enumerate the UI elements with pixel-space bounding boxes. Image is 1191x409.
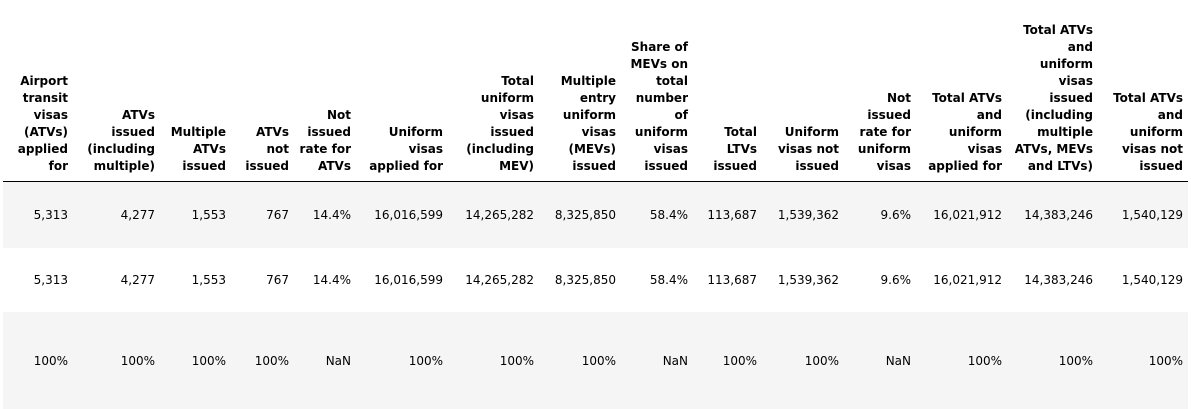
table-cell: 100% bbox=[1007, 312, 1098, 409]
table-cell: 100% bbox=[916, 312, 1007, 409]
column-header: Total uniform visas issued (including ME… bbox=[448, 0, 539, 182]
table-cell: 14,265,282 bbox=[448, 181, 539, 248]
table-cell: 16,016,599 bbox=[356, 248, 448, 312]
table-cell: 9.6% bbox=[844, 248, 916, 312]
header-row: Airport transit visas (ATVs) applied for… bbox=[3, 0, 1188, 182]
table-cell: 1,540,129 bbox=[1098, 248, 1188, 312]
table-cell: 14.4% bbox=[294, 181, 356, 248]
table-cell: 1,539,362 bbox=[762, 248, 844, 312]
table-cell: 5,313 bbox=[3, 181, 73, 248]
table-cell: 5,313 bbox=[3, 248, 73, 312]
table-row: 5,313 4,277 1,553 767 14.4% 16,016,599 1… bbox=[3, 181, 1188, 248]
table-cell: 1,539,362 bbox=[762, 181, 844, 248]
table-cell: 58.4% bbox=[621, 248, 693, 312]
table-cell: 100% bbox=[448, 312, 539, 409]
table-cell: 14,383,246 bbox=[1007, 181, 1098, 248]
table-cell: 8,325,850 bbox=[539, 181, 621, 248]
data-table: Airport transit visas (ATVs) applied for… bbox=[3, 0, 1188, 409]
table-cell: 16,016,599 bbox=[356, 181, 448, 248]
column-header: Multiple ATVs issued bbox=[160, 0, 231, 182]
column-header: Total LTVs issued bbox=[693, 0, 762, 182]
table-cell: 767 bbox=[231, 181, 294, 248]
table-cell: 100% bbox=[762, 312, 844, 409]
table-cell: 1,540,129 bbox=[1098, 181, 1188, 248]
column-header: ATVs not issued bbox=[231, 0, 294, 182]
table-cell: 100% bbox=[3, 312, 73, 409]
table-cell: 100% bbox=[160, 312, 231, 409]
table-cell: 1,553 bbox=[160, 248, 231, 312]
column-header: Total ATVs and uniform visas applied for bbox=[916, 0, 1007, 182]
table-cell: 113,687 bbox=[693, 181, 762, 248]
column-header: Not issued rate for uniform visas bbox=[844, 0, 916, 182]
table-cell: 14,383,246 bbox=[1007, 248, 1098, 312]
table-cell: 9.6% bbox=[844, 181, 916, 248]
table-cell: 100% bbox=[356, 312, 448, 409]
table-cell: NaN bbox=[294, 312, 356, 409]
table-cell: 100% bbox=[231, 312, 294, 409]
table-row: 5,313 4,277 1,553 767 14.4% 16,016,599 1… bbox=[3, 248, 1188, 312]
table-cell: 100% bbox=[693, 312, 762, 409]
table-cell: 4,277 bbox=[73, 248, 160, 312]
table-cell: 58.4% bbox=[621, 181, 693, 248]
column-header: Uniform visas not issued bbox=[762, 0, 844, 182]
column-header: Total ATVs and uniform visas issued (inc… bbox=[1007, 0, 1098, 182]
table-cell: 14.4% bbox=[294, 248, 356, 312]
table-cell: 8,325,850 bbox=[539, 248, 621, 312]
table-cell: 16,021,912 bbox=[916, 181, 1007, 248]
table-cell: 14,265,282 bbox=[448, 248, 539, 312]
table-cell: 1,553 bbox=[160, 181, 231, 248]
table-cell: 100% bbox=[1098, 312, 1188, 409]
table-cell: 100% bbox=[539, 312, 621, 409]
column-header: ATVs issued (including multiple) bbox=[73, 0, 160, 182]
table-cell: NaN bbox=[844, 312, 916, 409]
table-cell: 4,277 bbox=[73, 181, 160, 248]
column-header: Share of MEVs on total number of uniform… bbox=[621, 0, 693, 182]
column-header: Total ATVs and uniform visas not issued bbox=[1098, 0, 1188, 182]
column-header: Not issued rate for ATVs bbox=[294, 0, 356, 182]
table-cell: NaN bbox=[621, 312, 693, 409]
table-cell: 100% bbox=[73, 312, 160, 409]
table-cell: 767 bbox=[231, 248, 294, 312]
table-cell: 113,687 bbox=[693, 248, 762, 312]
column-header: Multiple entry uniform visas (MEVs) issu… bbox=[539, 0, 621, 182]
column-header: Airport transit visas (ATVs) applied for bbox=[3, 0, 73, 182]
table-row: 100% 100% 100% 100% NaN 100% 100% 100% N… bbox=[3, 312, 1188, 409]
column-header: Uniform visas applied for bbox=[356, 0, 448, 182]
table-cell: 16,021,912 bbox=[916, 248, 1007, 312]
